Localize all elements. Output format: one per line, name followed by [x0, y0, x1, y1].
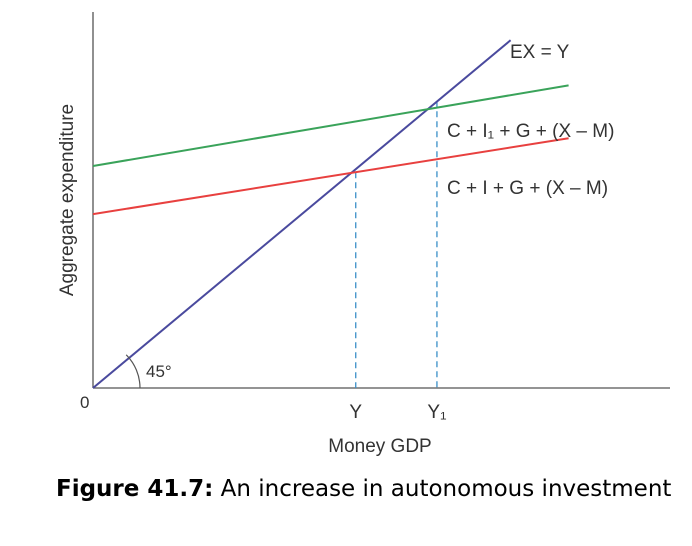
marker-labels: Y Y₁: [349, 402, 446, 423]
figure-caption-text: An increase in autonomous investment: [213, 476, 672, 502]
series-label-2: C + I₁ + G + (X – M): [447, 121, 614, 142]
drop-lines: [355, 101, 438, 388]
series-labels: EX = Y C + I₁ + G + (X – M) C + I + G + (X…: [447, 42, 614, 199]
series-label-1: EX = Y: [510, 42, 570, 63]
angle-arc: [125, 354, 141, 389]
marker-label-1: Y: [349, 402, 362, 423]
x-axis-label: Money GDP: [328, 436, 431, 457]
y-axis-label: Aggregate expenditure: [57, 104, 78, 296]
figure-caption: Figure 41.7: An increase in autonomous i…: [56, 474, 676, 505]
chart: 45° 0 Money GDP Aggregate expenditure EX…: [57, 12, 670, 457]
series-line-2: [92, 84, 569, 167]
series-line-3: [92, 137, 569, 216]
figure-number: Figure 41.7:: [56, 476, 214, 502]
series-lines: [92, 39, 569, 389]
axes: [92, 12, 670, 389]
angle-label: 45°: [146, 362, 172, 381]
origin-label: 0: [80, 393, 89, 412]
marker-label-2: Y₁: [427, 402, 446, 423]
series-line-1: [92, 39, 512, 389]
series-label-3: C + I + G + (X – M): [447, 178, 608, 199]
